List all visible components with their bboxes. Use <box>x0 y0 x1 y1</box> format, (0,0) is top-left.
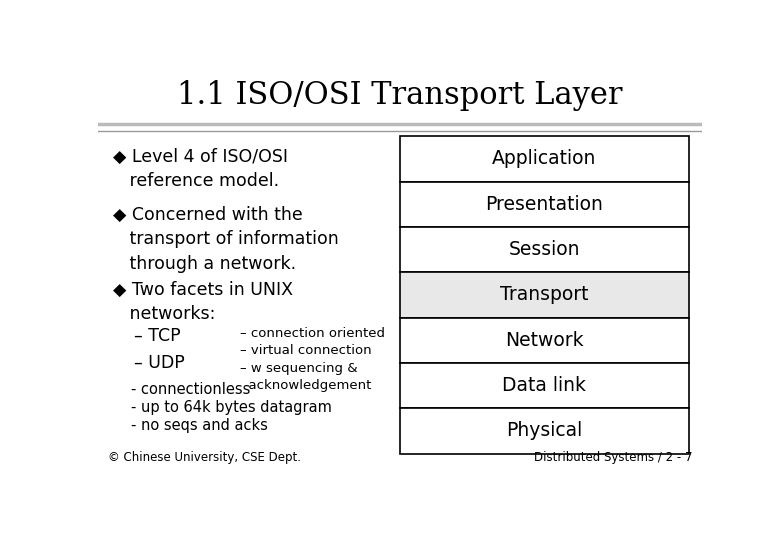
Text: Transport: Transport <box>500 286 588 305</box>
Text: – UDP: – UDP <box>134 354 185 372</box>
Text: Data link: Data link <box>502 376 587 395</box>
Bar <box>399 408 689 454</box>
Text: – TCP: – TCP <box>134 327 180 345</box>
Bar <box>399 227 689 272</box>
Bar <box>399 318 689 363</box>
Text: Session: Session <box>509 240 580 259</box>
Text: – connection oriented
– virtual connection
– w sequencing &
  acknowledgement: – connection oriented – virtual connecti… <box>239 327 385 392</box>
Text: - no seqs and acks: - no seqs and acks <box>131 418 268 433</box>
Text: Network: Network <box>505 331 583 350</box>
Bar <box>399 136 689 181</box>
Text: Presentation: Presentation <box>485 195 603 214</box>
Text: Application: Application <box>492 150 597 168</box>
Bar <box>399 181 689 227</box>
Bar <box>399 272 689 318</box>
Text: - connectionless: - connectionless <box>131 382 250 397</box>
Text: - up to 64k bytes datagram: - up to 64k bytes datagram <box>131 400 332 415</box>
Text: ◆ Concerned with the
   transport of information
   through a network.: ◆ Concerned with the transport of inform… <box>112 206 339 273</box>
Text: Physical: Physical <box>506 421 583 441</box>
Text: ◆ Two facets in UNIX
   networks:: ◆ Two facets in UNIX networks: <box>112 281 292 323</box>
Text: ◆ Level 4 of ISO/OSI
   reference model.: ◆ Level 4 of ISO/OSI reference model. <box>112 148 288 190</box>
Text: 1.1 ISO/OSI Transport Layer: 1.1 ISO/OSI Transport Layer <box>177 80 622 111</box>
Text: © Chinese University, CSE Dept.: © Chinese University, CSE Dept. <box>108 451 301 464</box>
Text: Distributed Systems / 2 - 7: Distributed Systems / 2 - 7 <box>534 451 693 464</box>
Bar <box>399 363 689 408</box>
